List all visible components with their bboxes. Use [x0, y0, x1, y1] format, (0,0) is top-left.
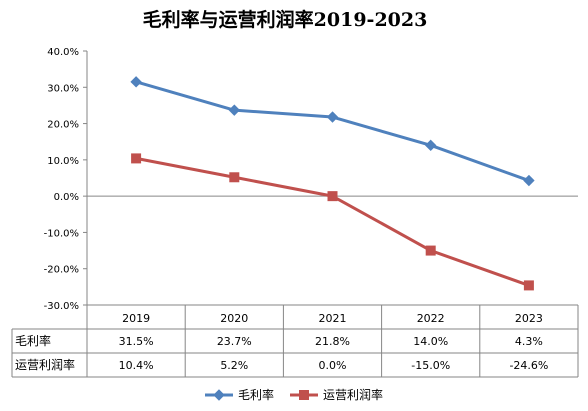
data-point: [328, 112, 338, 122]
data-point: [132, 154, 141, 163]
data-point: [229, 105, 239, 115]
x-category-label: 2020: [220, 312, 248, 325]
y-tick-label: -10.0%: [44, 228, 79, 239]
table-series-name: 毛利率: [15, 333, 51, 348]
x-category-label: 2021: [319, 312, 347, 325]
x-category-label: 2022: [417, 312, 445, 325]
y-tick-label: -30.0%: [44, 301, 79, 312]
legend-item: 运营利润率: [290, 387, 383, 402]
data-point: [524, 281, 533, 290]
data-point: [426, 140, 436, 150]
table-cell-value: 23.7%: [217, 335, 252, 348]
legend-label: 毛利率: [238, 387, 274, 402]
table-cell-value: 21.8%: [315, 335, 350, 348]
series-line: [136, 82, 529, 181]
y-tick-label: 20.0%: [47, 120, 79, 131]
chart-title: 毛利率与运营利润率2019-2023: [143, 8, 428, 31]
data-point: [524, 176, 534, 186]
legend-label: 运营利润率: [323, 387, 383, 402]
x-category-label: 2019: [122, 312, 150, 325]
data-point: [426, 246, 435, 255]
data-point: [131, 77, 141, 87]
table-cell-value: 5.2%: [220, 359, 248, 372]
table-series-name: 运营利润率: [15, 357, 75, 372]
table-cell-value: -24.6%: [509, 359, 548, 372]
table-cell-value: 4.3%: [515, 335, 543, 348]
data-point: [230, 173, 239, 182]
series-2: [132, 154, 534, 290]
data-point: [328, 192, 337, 201]
y-tick-label: -20.0%: [44, 265, 79, 276]
legend-marker: [214, 390, 224, 400]
y-tick-label: 10.0%: [47, 156, 79, 167]
y-tick-label: 0.0%: [54, 192, 79, 203]
table-cell-value: 10.4%: [119, 359, 154, 372]
y-tick-label: 40.0%: [47, 47, 79, 58]
table-cell-value: 14.0%: [413, 335, 448, 348]
legend-item: 毛利率: [205, 387, 274, 402]
table-cell-value: 31.5%: [119, 335, 154, 348]
table-cell-value: -15.0%: [411, 359, 450, 372]
x-category-label: 2023: [515, 312, 543, 325]
y-tick-label: 30.0%: [47, 83, 79, 94]
legend-marker: [300, 391, 309, 400]
table-cell-value: 0.0%: [319, 359, 347, 372]
series-line: [136, 158, 529, 285]
